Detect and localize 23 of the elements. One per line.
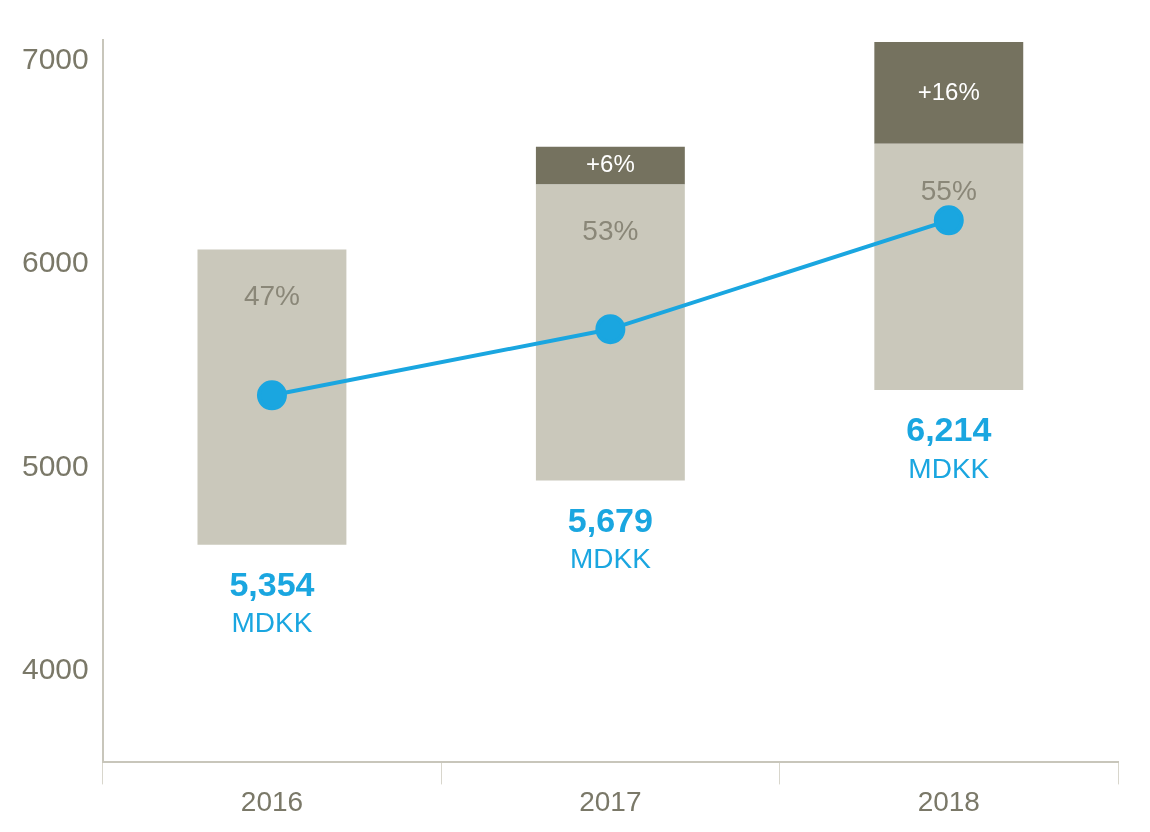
x-tick-label: 2016 <box>240 785 304 817</box>
annotation: 5,679 MDKK <box>567 500 653 575</box>
point <box>595 314 626 345</box>
annotation: 47% <box>243 280 300 312</box>
x-tick-label: 2017 <box>579 785 642 817</box>
annotation: 55% <box>920 174 977 206</box>
bar <box>535 184 685 481</box>
point <box>256 380 287 411</box>
annotation: 53% <box>582 215 639 247</box>
bar <box>197 249 347 545</box>
y-tick-label: 7000 <box>21 41 89 75</box>
y-tick-label: 6000 <box>21 245 89 279</box>
bar <box>874 143 1024 391</box>
annotation: +6% <box>586 150 635 178</box>
annotation: +16% <box>917 77 980 105</box>
annotation: 6,214 MDKK <box>906 410 992 484</box>
annotation: 5,354 MDKK <box>229 565 315 639</box>
point <box>933 205 964 236</box>
bar <box>874 42 1024 144</box>
y-tick-label: 5000 <box>21 448 89 482</box>
bar <box>535 146 685 185</box>
x-tick-label: 2018 <box>917 785 980 817</box>
y-tick-label: 4000 <box>21 652 89 686</box>
